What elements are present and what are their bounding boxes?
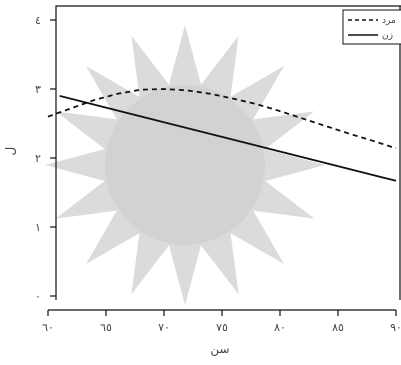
x-tick-label: ٨٥	[332, 321, 344, 334]
y-axis-title: ل	[3, 147, 17, 156]
x-tick-label: ٦٥	[100, 321, 112, 334]
plot-frame-left-top	[55, 5, 401, 300]
y-tick-label: ١	[35, 221, 41, 234]
legend-box	[342, 9, 401, 45]
series-line-0	[47, 88, 397, 150]
watermark-logo	[45, 25, 325, 305]
legend: مرد زن	[342, 9, 401, 45]
x-tick-label: ٧٠	[158, 321, 170, 334]
y-tick-label: ٢	[35, 152, 41, 165]
series-layer	[47, 88, 397, 182]
legend-label-0: مرد	[382, 16, 396, 26]
y-tick-label: ٤	[35, 14, 41, 27]
y-tick-label: ٠	[35, 290, 41, 303]
series-line-1	[59, 95, 397, 182]
x-tick-label: ٩٠	[390, 321, 401, 334]
axes: ٦٠ ٦٥ ٧٠ ٧٥ ٨٠ ٨٥ ٩٠ ٠ ١ ٢ ٣ ٤ سن ل	[3, 5, 401, 357]
x-axis-title: سن	[210, 342, 229, 357]
x-tick-label: ٧٥	[216, 321, 228, 334]
x-tick-label: ٦٠	[42, 321, 54, 334]
x-tick-label: ٨٠	[274, 321, 286, 334]
legend-label-1: زن	[382, 31, 393, 41]
y-tick-label: ٣	[35, 83, 41, 96]
